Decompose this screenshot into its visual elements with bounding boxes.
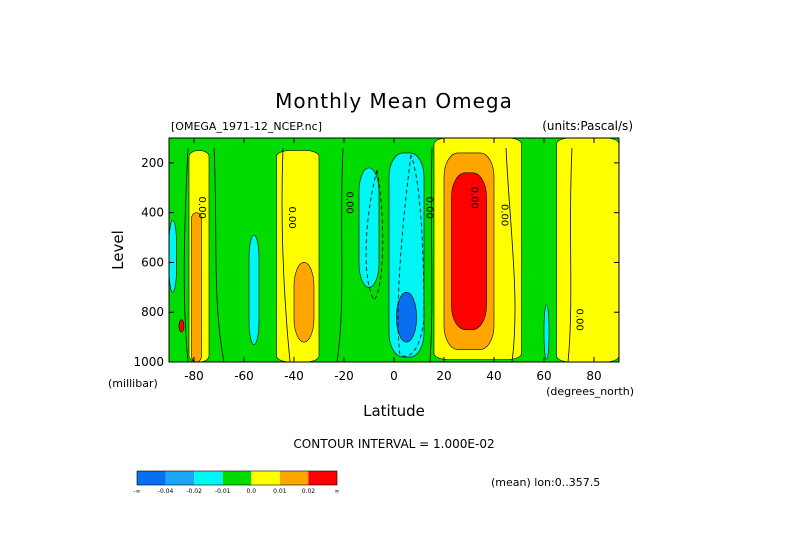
- contour-field: [168, 137, 620, 363]
- y-tick-label: 400: [141, 206, 164, 220]
- chart-title: Monthly Mean Omega: [275, 89, 513, 113]
- region-blue: [396, 292, 417, 343]
- y-axis-label: Level: [109, 230, 127, 270]
- contour-labels: 0.00 0.00 0.00 0.00 0.00 0.00 0.00: [196, 187, 585, 331]
- contour-label: 0.00: [286, 207, 297, 229]
- x-tick-label: -20: [334, 369, 354, 383]
- mean-note: (mean) lon:0..357.5: [491, 476, 600, 489]
- colorbar-label: 0.0: [247, 488, 257, 495]
- x-tick-label: -40: [284, 369, 304, 383]
- x-tick-label: 20: [436, 369, 451, 383]
- contour-label: 0.00: [574, 309, 585, 331]
- colorbar-swatch: [251, 471, 280, 485]
- y-tick-label: 200: [141, 156, 164, 170]
- x-tick-label: 0: [390, 369, 398, 383]
- x-tick-label: 60: [536, 369, 551, 383]
- x-axis-ticks: -80 -60 -40 -20 0 20 40 60 80: [184, 138, 602, 383]
- dashed-contour: [397, 154, 425, 357]
- colorbar-swatch: [165, 471, 195, 485]
- x-tick-label: -60: [234, 369, 254, 383]
- x-tick-label: 80: [586, 369, 601, 383]
- y-tick-label: 800: [141, 305, 164, 319]
- contour-lines: [183, 147, 573, 363]
- region-cyan: [248, 234, 260, 345]
- region-red: [451, 172, 487, 330]
- y-tick-label: 1000: [133, 355, 164, 369]
- x-axis-units: (degrees_north): [546, 385, 634, 398]
- colorbar-label: -0.01: [215, 488, 231, 495]
- region-cyan: [543, 304, 550, 360]
- y-axis-units: (millibar): [108, 377, 158, 390]
- contour-label: 0.00: [499, 204, 510, 226]
- colorbar-label: 0.02: [302, 488, 316, 495]
- contour-label: 0.00: [196, 197, 207, 219]
- region-cyan: [168, 219, 177, 293]
- contour-label: 0.00: [469, 187, 480, 209]
- region-orange: [293, 262, 315, 343]
- chart-subtitle-right: (units:Pascal/s): [542, 119, 633, 133]
- colorbar-swatch: [308, 471, 337, 485]
- colorbar-swatch: [137, 471, 166, 485]
- colorbar-label: ∞: [335, 488, 340, 495]
- region-orange: [191, 212, 202, 363]
- contour-label: 0.00: [424, 197, 435, 219]
- colorbar-label: 0.01: [273, 488, 287, 495]
- region-red: [178, 319, 185, 333]
- y-axis-ticks: 200 400 600 800 1000: [133, 156, 619, 369]
- colorbar-label: -∞: [133, 488, 140, 495]
- x-tick-label: -80: [184, 369, 204, 383]
- colorbar-label: -0.04: [158, 488, 174, 495]
- colorbar-swatch: [194, 471, 223, 485]
- y-tick-label: 600: [141, 255, 164, 269]
- contour-interval-note: CONTOUR INTERVAL = 1.000E-02: [293, 437, 494, 451]
- region-cyan: [358, 167, 380, 288]
- colorbar-swatch: [279, 471, 309, 485]
- x-tick-label: 40: [486, 369, 501, 383]
- colorbar-label: -0.02: [186, 488, 202, 495]
- colorbar-frame: [136, 470, 338, 486]
- colorbar: -∞ -0.04 -0.02 -0.01 0.0 0.01 0.02 ∞: [133, 470, 340, 495]
- contour-label: 0.00: [344, 192, 355, 214]
- chart-subtitle-left: [OMEGA_1971-12_NCEP.nc]: [171, 120, 322, 133]
- x-axis-label: Latitude: [363, 402, 425, 420]
- region-yellow: [556, 137, 620, 363]
- colorbar-swatch: [222, 471, 252, 485]
